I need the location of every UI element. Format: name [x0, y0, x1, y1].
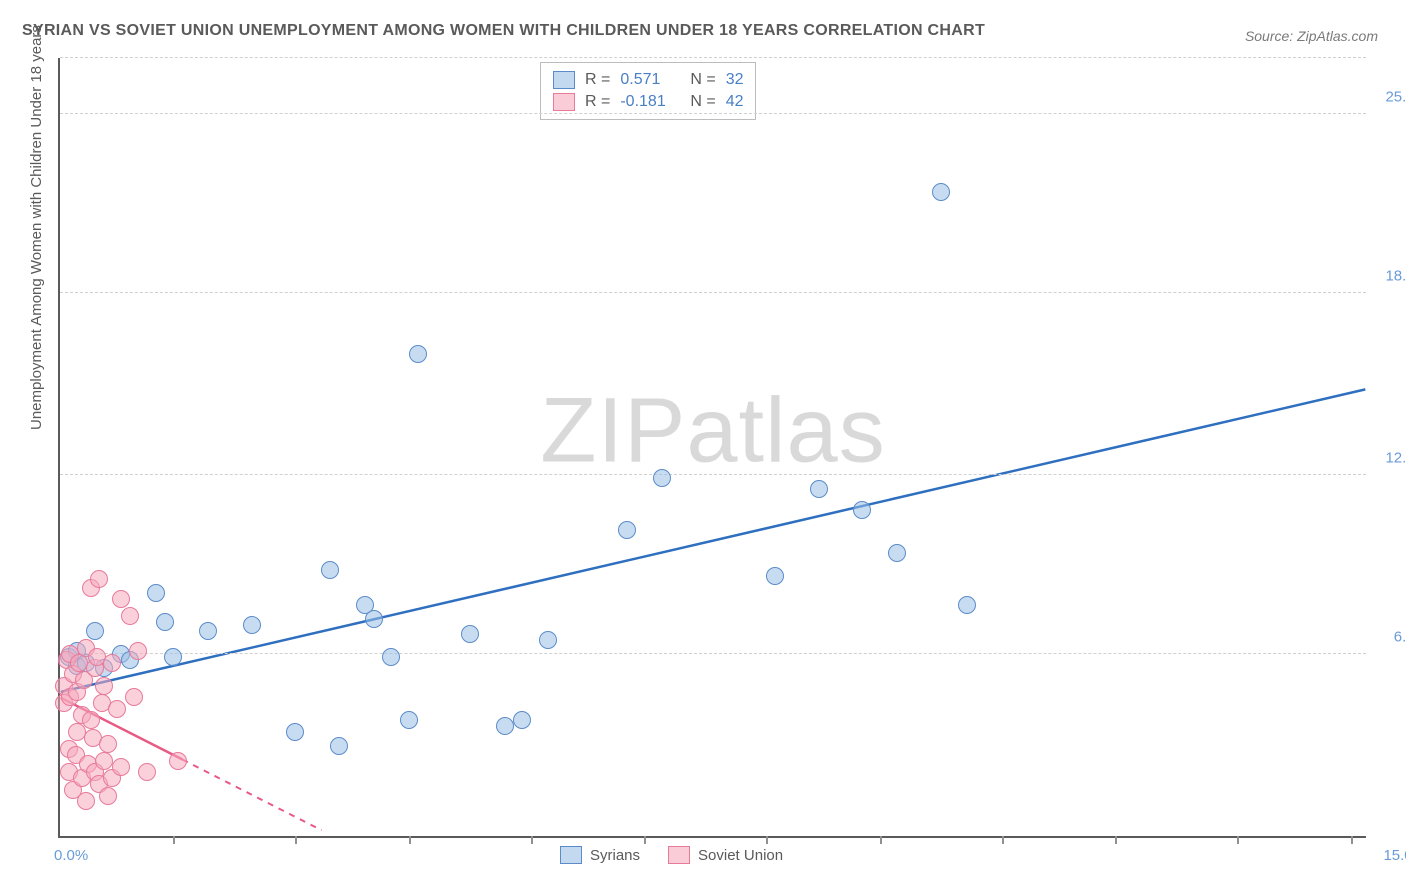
legend-swatch [553, 93, 575, 111]
x-tick [1002, 836, 1004, 844]
data-point [766, 567, 784, 585]
legend-n-label: N = [690, 71, 715, 89]
data-point [461, 625, 479, 643]
data-point [330, 737, 348, 755]
data-point [147, 584, 165, 602]
data-point [888, 544, 906, 562]
legend-swatch [553, 71, 575, 89]
data-point [164, 648, 182, 666]
y-tick-label: 25.0% [1385, 88, 1406, 105]
data-point [853, 501, 871, 519]
gridline [60, 474, 1366, 475]
plot-area: ZIPatlas R =0.571N =32R =-0.181N =42 Syr… [58, 58, 1366, 838]
data-point [125, 688, 143, 706]
legend-label: Soviet Union [698, 847, 783, 864]
data-point [95, 752, 113, 770]
data-point [121, 607, 139, 625]
gridline [60, 57, 1366, 58]
data-point [156, 613, 174, 631]
legend-n-label: N = [690, 93, 715, 111]
data-point [129, 642, 147, 660]
data-point [99, 787, 117, 805]
data-point [199, 622, 217, 640]
x-tick [1115, 836, 1117, 844]
y-tick-label: 6.3% [1394, 629, 1406, 646]
y-tick-label: 12.5% [1385, 449, 1406, 466]
data-point [365, 610, 383, 628]
legend-r-label: R = [585, 93, 610, 111]
legend-r-value: -0.181 [620, 93, 680, 111]
data-point [90, 570, 108, 588]
legend-item: Syrians [560, 846, 640, 864]
gridline [60, 653, 1366, 654]
data-point [243, 616, 261, 634]
legend-item: Soviet Union [668, 846, 783, 864]
legend-label: Syrians [590, 847, 640, 864]
gridline [60, 113, 1366, 114]
data-point [95, 677, 113, 695]
data-point [86, 622, 104, 640]
data-point [409, 345, 427, 363]
data-point [810, 480, 828, 498]
correlation-legend: R = 0.571 N = 32 R = -0.181 N = 42 [540, 62, 756, 120]
data-point [103, 654, 121, 672]
data-point [112, 590, 130, 608]
data-point [112, 758, 130, 776]
x-tick [173, 836, 175, 844]
data-point [286, 723, 304, 741]
data-point [958, 596, 976, 614]
watermark: ZIPatlas [540, 379, 885, 484]
x-tick [1237, 836, 1239, 844]
x-tick [880, 836, 882, 844]
data-point [653, 469, 671, 487]
x-tick [766, 836, 768, 844]
x-tick [1351, 836, 1353, 844]
legend-swatch [668, 846, 690, 864]
data-point [513, 711, 531, 729]
legend-row: R = -0.181 N = 42 [553, 91, 743, 113]
x-tick-label: 15.0% [1383, 847, 1406, 864]
x-tick [295, 836, 297, 844]
legend-r-value: 0.571 [620, 71, 680, 89]
data-point [77, 792, 95, 810]
data-point [400, 711, 418, 729]
data-point [82, 711, 100, 729]
x-tick [409, 836, 411, 844]
legend-r-label: R = [585, 71, 610, 89]
y-tick-label: 18.8% [1385, 267, 1406, 284]
legend-n-value: 32 [726, 71, 744, 89]
data-point [618, 521, 636, 539]
x-tick [531, 836, 533, 844]
x-tick-label: 0.0% [54, 847, 88, 864]
data-point [138, 763, 156, 781]
legend-row: R = 0.571 N = 32 [553, 69, 743, 91]
data-point [539, 631, 557, 649]
gridline [60, 292, 1366, 293]
chart-title: SYRIAN VS SOVIET UNION UNEMPLOYMENT AMON… [22, 22, 985, 40]
data-point [321, 561, 339, 579]
data-point [99, 735, 117, 753]
y-axis-label: Unemployment Among Women with Children U… [28, 25, 45, 430]
data-point [932, 183, 950, 201]
trend-lines [60, 58, 1366, 836]
data-point [496, 717, 514, 735]
series-legend: Syrians Soviet Union [560, 846, 783, 864]
legend-n-value: 42 [726, 93, 744, 111]
data-point [169, 752, 187, 770]
source-attribution: Source: ZipAtlas.com [1245, 28, 1378, 44]
x-tick [644, 836, 646, 844]
data-point [108, 700, 126, 718]
legend-swatch [560, 846, 582, 864]
data-point [382, 648, 400, 666]
